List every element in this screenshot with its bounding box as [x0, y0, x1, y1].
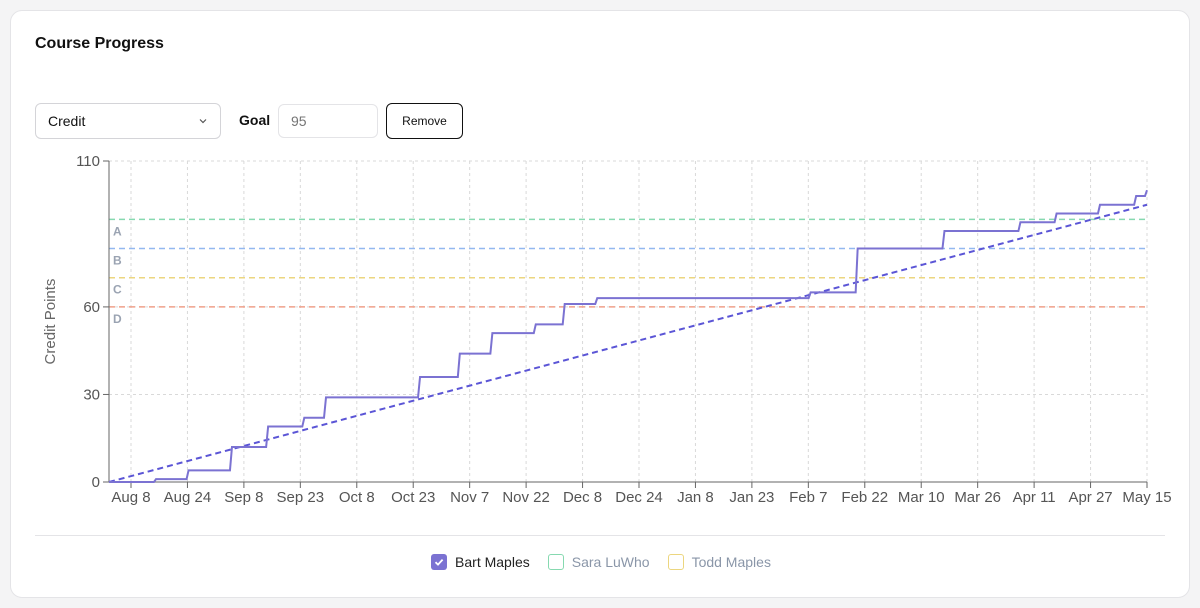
x-tick-label: Sep 8 [224, 489, 263, 506]
goal-line-path [108, 203, 1148, 483]
legend-divider [35, 535, 1165, 536]
y-axis-label: Credit Points [42, 279, 59, 365]
x-tick-label: Nov 7 [450, 489, 489, 506]
legend-label: Sara LuWho [571, 554, 650, 570]
x-tick-label: Mar 10 [898, 489, 945, 506]
x-tick-label: Aug 8 [111, 489, 150, 506]
x-tick-label: Mar 26 [954, 489, 1001, 506]
x-tick-label: Oct 23 [391, 489, 435, 506]
x-tick-label: Oct 8 [339, 489, 375, 506]
x-tick-label: Nov 22 [502, 489, 550, 506]
goal-line [108, 203, 1148, 483]
legend-item-todd-maples[interactable]: Todd Maples [667, 554, 771, 570]
goal-label: Goal [239, 112, 271, 128]
x-tick-label: Apr 27 [1068, 489, 1112, 506]
chart-series [109, 189, 1148, 483]
chart-legend: Bart Maples Sara LuWho Todd Maples [11, 554, 1191, 570]
x-tick-label: Jan 8 [677, 489, 714, 506]
x-tick-label: Apr 11 [1013, 489, 1056, 506]
chart-axes: 0 30 60 110 Credit Points Aug 8 Aug 24 Sep 8 Sep… [42, 153, 1172, 506]
y-tick-label: 30 [83, 386, 100, 403]
threshold-label-C: C [113, 283, 122, 297]
chevron-down-icon [199, 119, 207, 124]
chart-grid [109, 160, 1148, 483]
threshold-label-D: D [113, 312, 122, 326]
legend-item-bart-maples[interactable]: Bart Maples [431, 554, 530, 570]
legend-checkbox[interactable] [547, 554, 564, 570]
legend-label: Bart Maples [455, 554, 530, 570]
check-icon [434, 558, 444, 566]
card-title: Course Progress [35, 35, 164, 52]
grade-thresholds: A B C D [109, 218, 1147, 326]
x-tick-label: Aug 24 [164, 489, 212, 506]
legend-label: Todd Maples [691, 554, 771, 570]
x-tick-label: Dec 8 [563, 489, 602, 506]
threshold-label-A: A [113, 224, 122, 238]
y-tick-label: 0 [92, 474, 100, 491]
metric-select-value: Credit [48, 113, 86, 129]
remove-button[interactable]: Remove [386, 103, 463, 139]
goal-input[interactable] [278, 104, 378, 138]
legend-checkbox[interactable] [667, 554, 684, 570]
legend-item-sara-luwho[interactable]: Sara LuWho [547, 554, 650, 570]
x-tick-label: Sep 23 [277, 489, 325, 506]
x-tick-label: May 15 [1122, 489, 1171, 506]
y-tick-label: 60 [83, 299, 100, 316]
x-tick-label: Jan 23 [729, 489, 774, 506]
x-tick-label: Feb 7 [789, 489, 827, 506]
series-line-bart-maples [109, 189, 1148, 483]
x-tick-label: Dec 24 [615, 489, 663, 506]
course-progress-card: Course Progress Credit Goal Remove A B C D … [10, 10, 1190, 598]
threshold-label-B: B [113, 254, 122, 268]
x-tick-label: Feb 22 [841, 489, 888, 506]
progress-chart: A B C D 0 30 60 110 Credit Points Aug 8 Aug 24 Sep… [42, 153, 1172, 506]
y-tick-label: 110 [76, 153, 100, 170]
legend-checkbox[interactable] [431, 554, 448, 570]
metric-select[interactable]: Credit [35, 103, 221, 139]
